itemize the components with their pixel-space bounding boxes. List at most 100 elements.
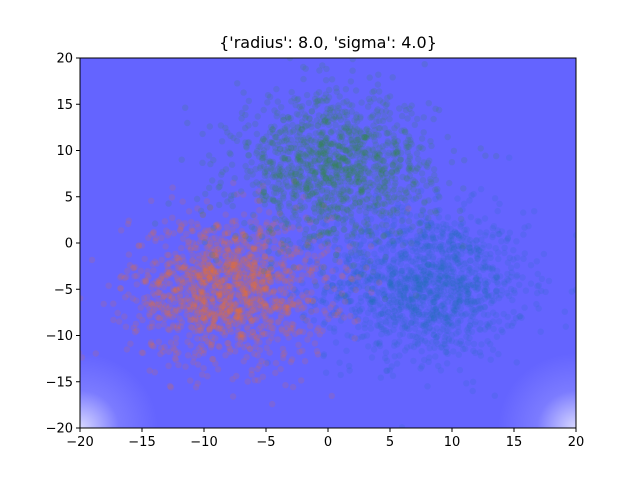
scatter-point: [361, 253, 368, 261]
scatter-point: [507, 285, 515, 293]
scatter-point: [148, 323, 156, 330]
scatter-point: [373, 229, 380, 237]
scatter-point: [289, 224, 296, 231]
scatter-point: [476, 276, 484, 284]
scatter-point: [140, 278, 147, 285]
scatter-point: [444, 298, 452, 305]
scatter-point: [410, 186, 417, 193]
scatter-point: [198, 308, 205, 315]
scatter-point: [419, 281, 426, 289]
scatter-point: [389, 272, 396, 279]
scatter-point: [439, 344, 446, 351]
scatter-point: [242, 232, 250, 240]
scatter-point: [390, 194, 398, 201]
scatter-point: [305, 266, 313, 274]
scatter-point: [327, 287, 335, 295]
scatter-point: [195, 269, 202, 276]
scatter-point: [207, 271, 215, 278]
scatter-point: [407, 342, 415, 350]
scatter-point: [405, 303, 412, 310]
scatter-point: [381, 178, 388, 185]
scatter-point: [477, 145, 484, 152]
scatter-point: [248, 253, 256, 261]
scatter-point: [432, 195, 439, 203]
scatter-point: [140, 294, 148, 302]
scatter-point: [436, 312, 443, 319]
scatter-point: [491, 195, 499, 202]
scatter-point: [486, 320, 493, 327]
scatter-point: [269, 139, 276, 146]
scatter-point: [402, 248, 409, 255]
scatter-point: [279, 345, 287, 353]
scatter-point: [344, 253, 351, 260]
scatter-point: [200, 282, 207, 289]
scatter-point: [373, 154, 381, 162]
scatter-point: [390, 313, 397, 320]
scatter-point: [261, 172, 268, 180]
scatter-point: [186, 298, 194, 305]
scatter-point: [419, 280, 427, 288]
scatter-point: [268, 265, 275, 273]
scatter-point: [344, 266, 351, 274]
scatter-point: [387, 233, 394, 240]
scatter-point: [405, 301, 413, 308]
scatter-point: [407, 267, 415, 274]
scatter-point: [400, 294, 408, 302]
scatter-point: [231, 234, 239, 241]
scatter-point: [406, 172, 414, 179]
scatter-point: [451, 307, 458, 315]
scatter-point: [166, 303, 173, 310]
scatter-points: [80, 58, 576, 428]
scatter-point: [416, 220, 423, 227]
scatter-point: [365, 279, 372, 286]
scatter-point: [169, 214, 176, 221]
scatter-point: [238, 261, 245, 268]
scatter-point: [420, 259, 428, 266]
scatter-point: [466, 257, 474, 265]
scatter-point: [432, 306, 439, 313]
scatter-point: [172, 306, 180, 313]
scatter-point: [378, 170, 385, 178]
scatter-point: [534, 289, 541, 297]
scatter-point: [208, 251, 215, 259]
scatter-point: [181, 220, 188, 227]
scatter-point: [446, 232, 454, 239]
scatter-point: [151, 369, 158, 376]
scatter-point: [483, 321, 490, 328]
scatter-point: [187, 377, 194, 384]
scatter-point: [251, 246, 259, 253]
scatter-point: [243, 301, 251, 309]
scatter-point: [367, 325, 375, 332]
scatter-point: [436, 206, 443, 214]
scatter-point: [456, 297, 464, 304]
scatter-point: [397, 156, 404, 163]
scatter-point: [451, 229, 459, 236]
scatter-point: [224, 275, 232, 282]
scatter-point: [287, 279, 294, 286]
scatter-point: [396, 278, 404, 286]
scatter-point: [226, 311, 233, 318]
scatter-point: [426, 345, 433, 352]
scatter-point: [149, 308, 156, 316]
scatter-point: [245, 331, 252, 338]
scatter-point: [222, 263, 230, 270]
scatter-point: [400, 207, 407, 215]
scatter-point: [195, 252, 202, 259]
scatter-point: [441, 341, 449, 348]
scatter-point: [351, 318, 358, 325]
scatter-point: [271, 302, 278, 309]
scatter-point: [440, 317, 447, 324]
scatter-point: [246, 345, 254, 352]
scatter-point: [391, 308, 398, 315]
scatter-point: [275, 318, 282, 325]
scatter-point: [415, 278, 422, 285]
scatter-point: [205, 326, 213, 333]
scatter-point: [303, 288, 310, 295]
scatter-point: [210, 289, 218, 297]
scatter-point: [445, 241, 452, 248]
scatter-point: [343, 347, 350, 354]
scatter-point: [470, 284, 478, 291]
scatter-point: [410, 299, 417, 306]
scatter-point: [385, 262, 393, 270]
scatter-point: [450, 243, 458, 251]
